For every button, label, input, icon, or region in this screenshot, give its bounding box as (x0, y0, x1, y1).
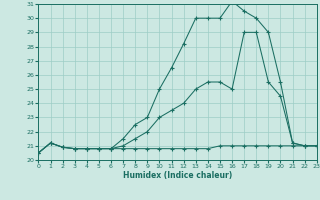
X-axis label: Humidex (Indice chaleur): Humidex (Indice chaleur) (123, 171, 232, 180)
